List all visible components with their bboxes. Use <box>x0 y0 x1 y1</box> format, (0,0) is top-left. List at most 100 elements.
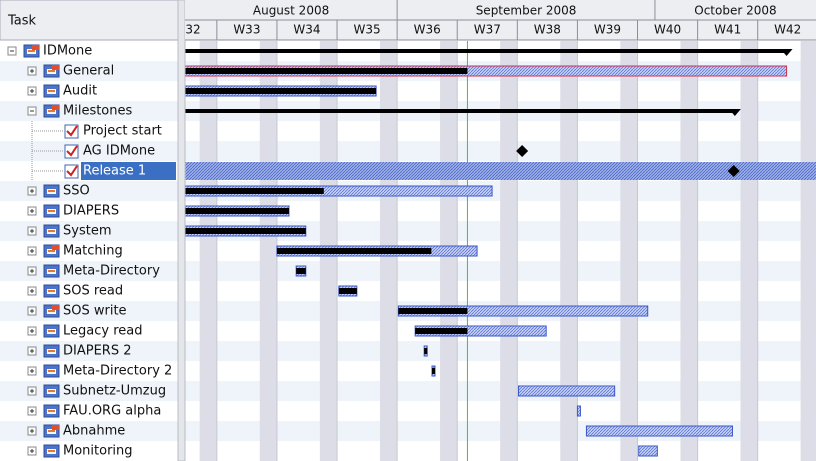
week-label: W39 <box>594 23 621 37</box>
weekend-band <box>259 41 277 461</box>
week-label: W33 <box>233 23 260 37</box>
task-bar <box>576 405 581 417</box>
progress-bar <box>185 88 377 94</box>
week-label: W42 <box>774 23 801 37</box>
progress-bar <box>185 208 289 214</box>
weekend-band <box>199 41 217 461</box>
milestone-check <box>66 165 78 177</box>
selection-highlight <box>81 162 176 180</box>
summary-end <box>780 49 793 56</box>
task-bar <box>638 445 658 457</box>
expander[interactable] <box>27 106 37 116</box>
expander[interactable] <box>27 306 37 316</box>
week-label: W34 <box>293 23 320 37</box>
expander[interactable] <box>27 86 37 96</box>
month-label: September 2008 <box>476 4 577 18</box>
progress-bar <box>424 348 428 354</box>
weekend-band <box>560 41 578 461</box>
task-label[interactable]: System <box>63 224 111 239</box>
weekend-band <box>680 41 698 461</box>
progress-bar <box>431 368 435 374</box>
weekend-band <box>500 41 518 461</box>
week-label: W35 <box>354 23 381 37</box>
progress-bar <box>276 248 432 254</box>
task-label[interactable]: Meta-Directory 2 <box>63 364 172 379</box>
summary-icon-flag <box>52 305 59 310</box>
summary-bar <box>185 49 787 53</box>
expander[interactable] <box>27 66 37 76</box>
task-label[interactable]: General <box>63 64 114 79</box>
expander[interactable] <box>27 346 37 356</box>
progress-bar <box>398 308 468 314</box>
task-label[interactable]: DIAPERS <box>63 204 119 219</box>
progress-bar <box>185 68 468 74</box>
task-label[interactable]: Release 1 <box>83 164 146 179</box>
task-label[interactable]: Legacy read <box>63 324 142 339</box>
expander[interactable] <box>27 446 37 456</box>
expander[interactable] <box>27 326 37 336</box>
task-label[interactable]: DIAPERS 2 <box>63 344 131 359</box>
task-label[interactable]: SOS write <box>63 304 127 319</box>
week-label: W40 <box>654 23 681 37</box>
weekend-band <box>800 41 816 461</box>
task-bar <box>185 65 788 77</box>
expander[interactable] <box>27 186 37 196</box>
task-label[interactable]: Matching <box>63 244 123 259</box>
week-label: W36 <box>414 23 441 37</box>
selected-row <box>185 162 816 180</box>
milestone-check <box>66 125 78 137</box>
task-label[interactable]: Abnahme <box>63 424 125 439</box>
milestone <box>727 165 740 177</box>
summary-icon-flag <box>52 425 59 430</box>
expander[interactable] <box>27 286 37 296</box>
progress-bar <box>185 188 324 194</box>
weekend-band <box>740 41 758 461</box>
summary-end <box>728 109 741 116</box>
task-label[interactable]: SSO <box>63 184 90 199</box>
summary-bar <box>185 109 735 113</box>
progress-bar <box>296 268 306 274</box>
expander[interactable] <box>27 426 37 436</box>
expander[interactable] <box>7 46 17 56</box>
milestone <box>516 145 529 157</box>
progress-bar <box>338 288 357 294</box>
task-label[interactable]: Monitoring <box>63 444 133 459</box>
task-bar <box>585 425 733 437</box>
task-label[interactable]: AG IDMone <box>83 144 155 159</box>
summary-icon-flag <box>52 245 59 250</box>
task-bar <box>185 185 493 197</box>
task-header[interactable] <box>0 0 179 41</box>
splitter[interactable] <box>177 0 186 461</box>
summary-icon-flag <box>52 105 59 110</box>
expander[interactable] <box>27 266 37 276</box>
task-bar <box>518 385 616 397</box>
task-label[interactable]: Audit <box>63 84 97 99</box>
task-label[interactable]: IDMone <box>43 44 92 59</box>
task-label[interactable]: SOS read <box>63 284 123 299</box>
summary-icon-flag <box>32 45 39 50</box>
expander[interactable] <box>27 386 37 396</box>
progress-bar <box>415 328 468 334</box>
task-header-label: Task <box>7 14 37 29</box>
week-label: W38 <box>534 23 561 37</box>
milestone-check <box>66 145 78 157</box>
task-label[interactable]: FAU.ORG alpha <box>63 404 161 419</box>
expander[interactable] <box>27 246 37 256</box>
week-label: W41 <box>714 23 741 37</box>
expander[interactable] <box>27 366 37 376</box>
week-label: 32 <box>185 23 200 37</box>
task-label[interactable]: Project start <box>83 124 162 139</box>
summary-icon-flag <box>52 65 59 70</box>
week-label: W37 <box>474 23 501 37</box>
expander[interactable] <box>27 406 37 416</box>
task-label[interactable]: Milestones <box>63 104 132 119</box>
task-label[interactable]: Subnetz-Umzug <box>63 384 166 399</box>
weekend-band <box>620 41 638 461</box>
month-label: August 2008 <box>253 4 329 18</box>
expander[interactable] <box>27 206 37 216</box>
task-label[interactable]: Meta-Directory <box>63 264 160 279</box>
expander[interactable] <box>27 226 37 236</box>
progress-bar <box>185 228 306 234</box>
